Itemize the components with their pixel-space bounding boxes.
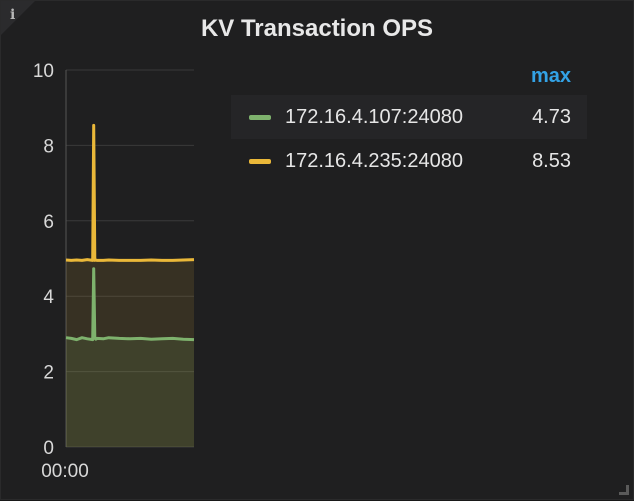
series-area (66, 125, 194, 448)
legend-series-name[interactable]: 172.16.4.235:24080 (285, 149, 463, 172)
legend-max-header[interactable]: max (530, 65, 571, 87)
resize-handle[interactable] (619, 485, 629, 495)
legend-header: max (231, 65, 587, 95)
info-icon[interactable]: i (10, 7, 16, 23)
info-corner[interactable] (1, 1, 35, 35)
legend-swatch[interactable] (249, 114, 271, 120)
panel-title[interactable]: KV Transaction OPS (200, 15, 434, 42)
series-area (66, 268, 194, 447)
y-tick-label: 10 (33, 61, 54, 82)
series-line[interactable] (65, 267, 195, 342)
y-tick-label: 0 (43, 438, 54, 459)
y-tick-label: 6 (43, 212, 54, 233)
legend-max-value: 8.53 (532, 149, 571, 172)
legend-swatch[interactable] (249, 158, 271, 164)
legend-item[interactable]: 172.16.4.235:24080 8.53 (231, 139, 587, 183)
legend-item[interactable]: 172.16.4.107:24080 4.73 (231, 95, 587, 139)
series-line[interactable] (65, 123, 195, 262)
x-tick-label: 00:00 (41, 461, 89, 482)
legend-max-value: 4.73 (532, 105, 571, 128)
legend-series-name[interactable]: 172.16.4.107:24080 (285, 105, 463, 128)
y-tick-label: 2 (43, 363, 54, 384)
legend: max 172.16.4.107:24080 4.73 172.16.4.235… (231, 65, 587, 183)
y-tick-label: 8 (43, 136, 54, 157)
y-tick-label: 4 (43, 287, 54, 308)
